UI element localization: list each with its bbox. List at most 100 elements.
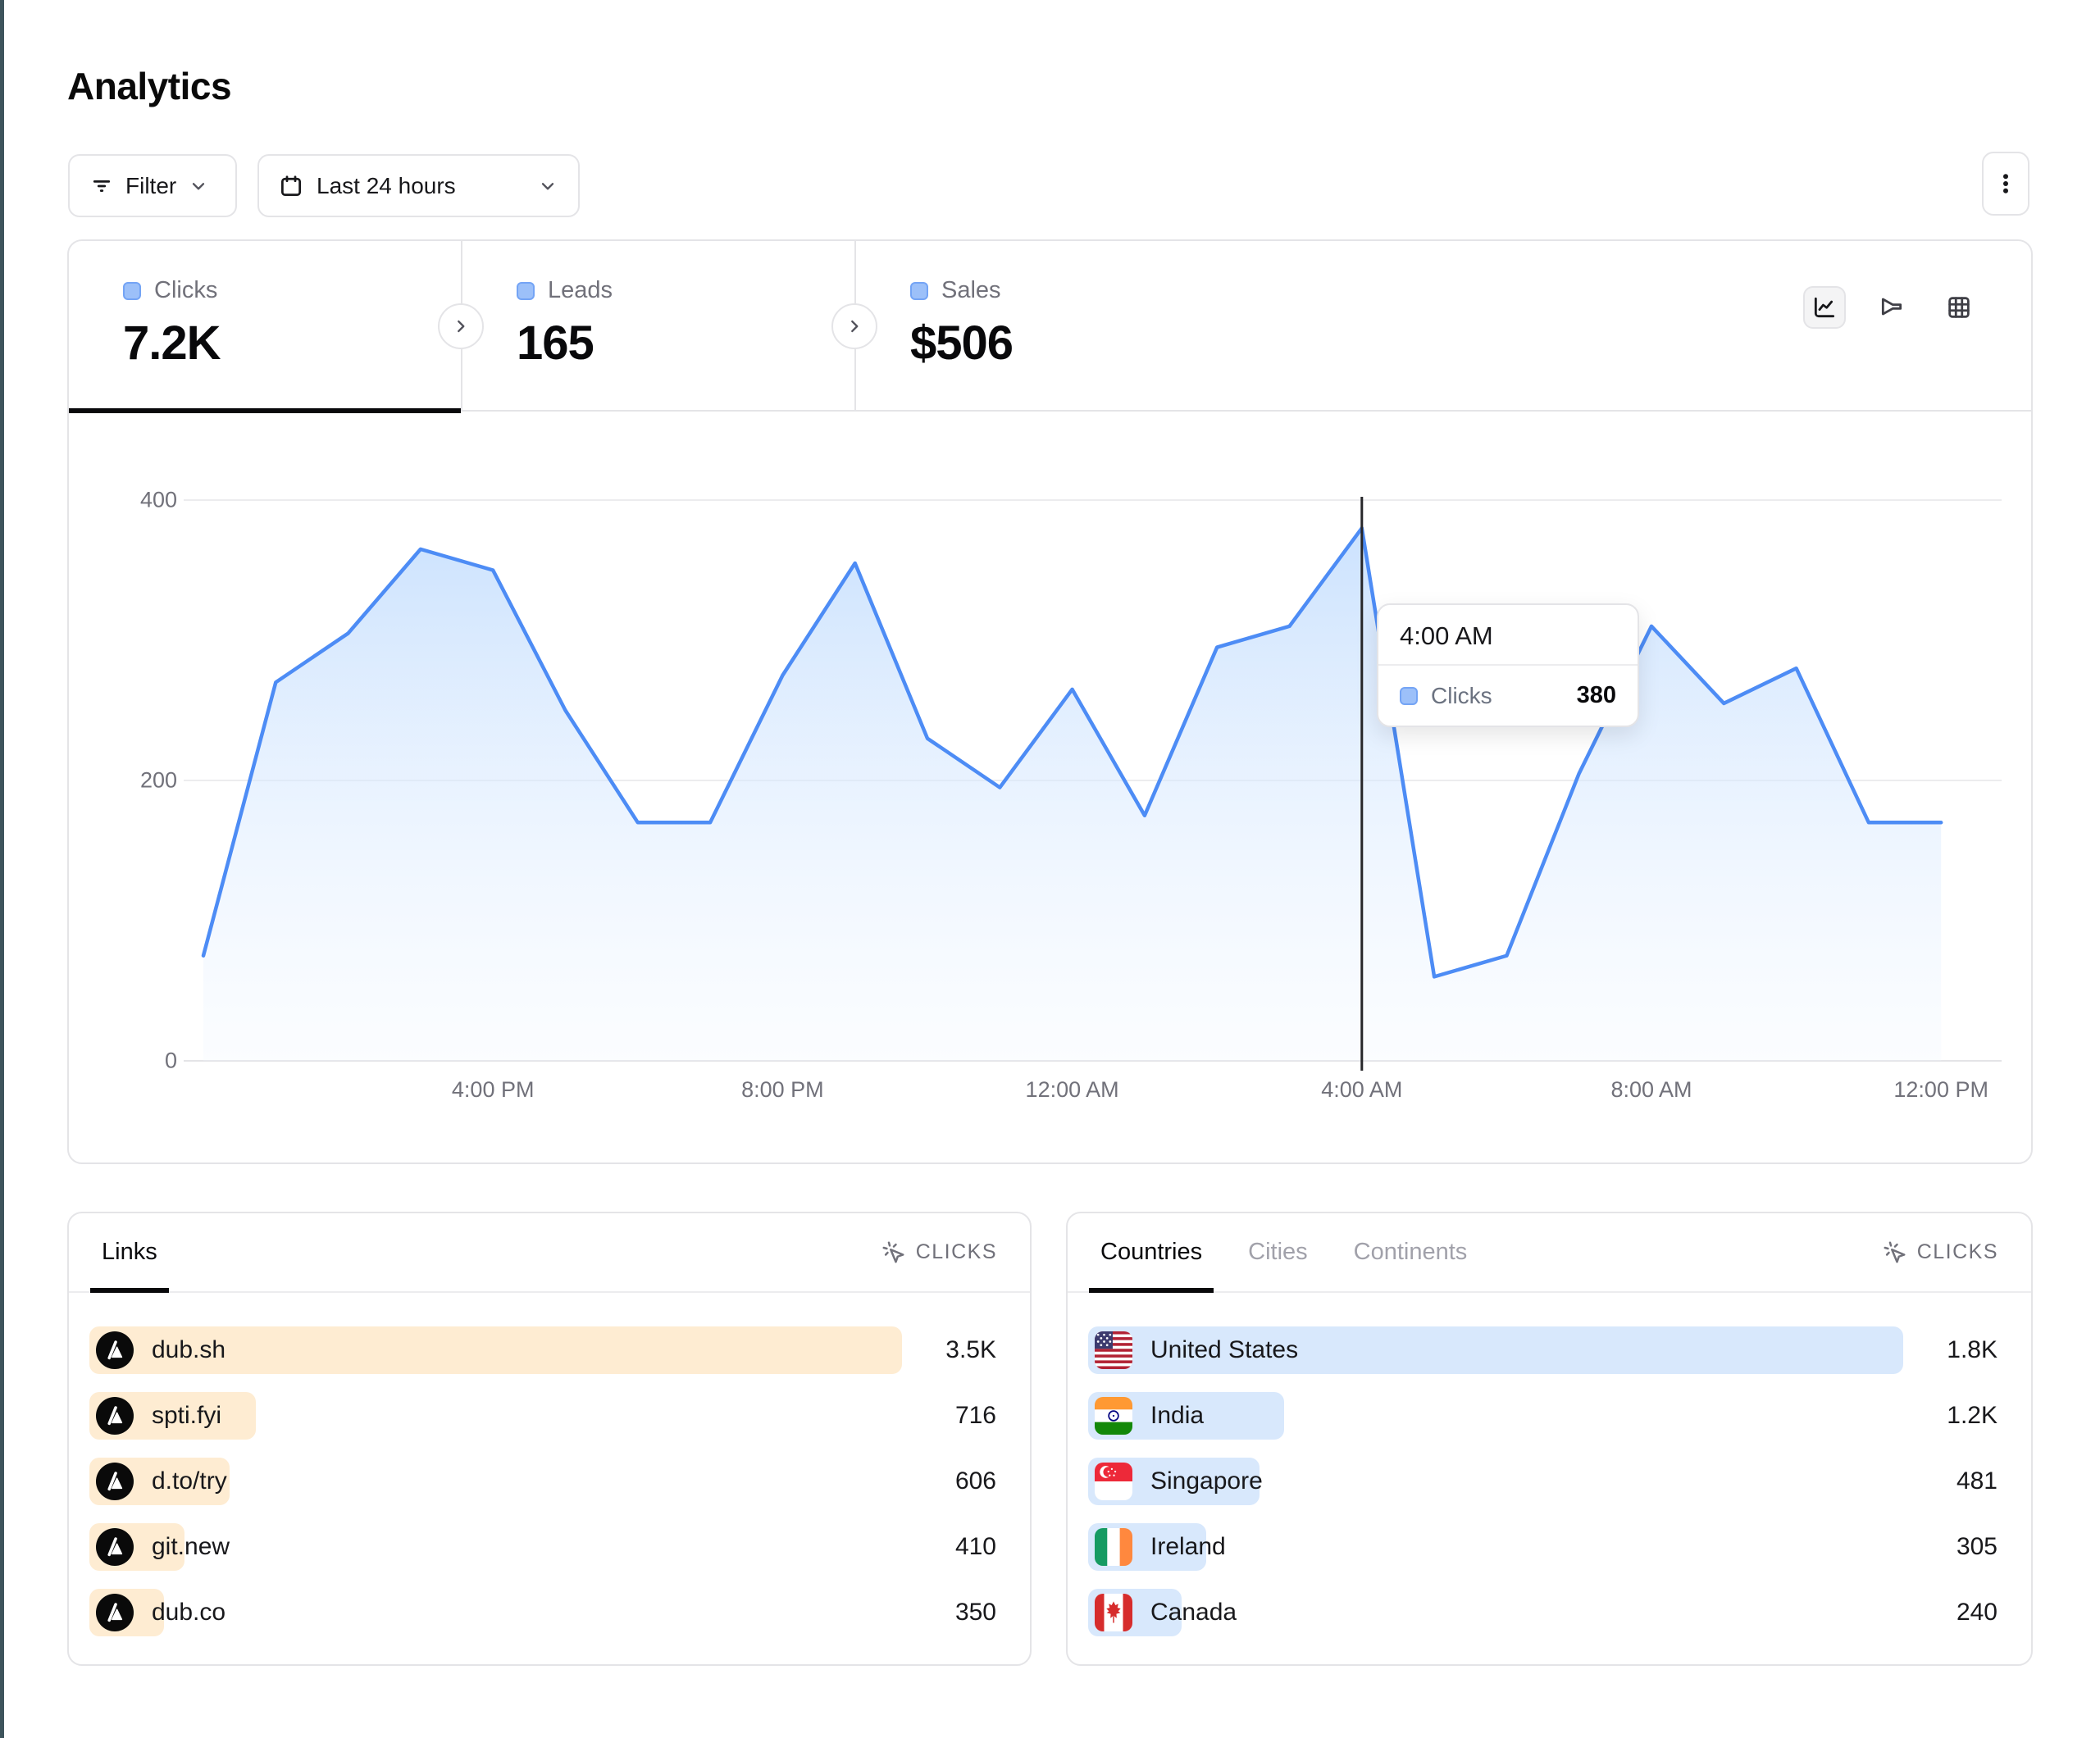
- countries-panel-header: Countries Cities Continents CLICKS: [1068, 1213, 2031, 1293]
- link-row[interactable]: spti.fyi 716: [89, 1392, 996, 1440]
- filter-button-label: Filter: [125, 172, 177, 198]
- stats-row: Clicks 7.2K Leads 165: [69, 241, 2031, 413]
- stat-value: 7.2K: [123, 316, 221, 370]
- link-value: 606: [954, 1467, 996, 1495]
- tab-links[interactable]: Links: [90, 1213, 169, 1293]
- expand-divider-button[interactable]: [438, 303, 484, 349]
- link-label: dub.sh: [152, 1336, 226, 1363]
- expand-divider-button[interactable]: [831, 303, 877, 349]
- cursor-click-icon: [881, 1240, 906, 1265]
- singapore-flag-icon: [1095, 1463, 1132, 1500]
- x-axis-tick: 12:00 AM: [1025, 1077, 1119, 1102]
- links-panel-header: Links CLICKS: [69, 1213, 1030, 1293]
- country-label: United States: [1150, 1336, 1299, 1363]
- funnel-chart-toggle[interactable]: [1870, 286, 1913, 329]
- dub-logo-icon: [96, 1397, 134, 1435]
- line-chart-toggle[interactable]: [1803, 286, 1846, 329]
- countries-metric-header[interactable]: CLICKS: [1883, 1213, 1998, 1291]
- link-row[interactable]: dub.co 350: [89, 1589, 996, 1636]
- active-tab-underline: [69, 408, 461, 413]
- filter-icon: [89, 174, 114, 198]
- country-value: 1.2K: [1947, 1402, 1998, 1429]
- chart-view-toggles: [1803, 286, 1980, 329]
- x-axis-tick: 8:00 PM: [741, 1077, 824, 1102]
- country-value: 240: [1956, 1599, 1998, 1626]
- filter-button[interactable]: Filter: [68, 154, 237, 217]
- dub-logo-icon: [96, 1463, 134, 1500]
- tab-countries[interactable]: Countries: [1089, 1213, 1214, 1293]
- link-label: spti.fyi: [152, 1402, 222, 1429]
- chevron-down-icon: [537, 175, 558, 197]
- country-row[interactable]: India 1.2K: [1088, 1392, 1998, 1440]
- links-metric-header[interactable]: CLICKS: [881, 1213, 997, 1291]
- y-axis-tick: 400: [139, 487, 177, 512]
- link-row[interactable]: git.new 410: [89, 1523, 996, 1571]
- united-states-flag-icon: [1095, 1331, 1132, 1369]
- table-grid-toggle[interactable]: [1938, 286, 1980, 329]
- tab-sales[interactable]: Sales $506: [854, 241, 1248, 412]
- country-row[interactable]: United States 1.8K: [1088, 1326, 1998, 1374]
- country-value: 481: [1956, 1467, 1998, 1495]
- tab-countries-label: Countries: [1100, 1239, 1203, 1265]
- x-axis-tick: 4:00 PM: [451, 1077, 535, 1102]
- area-fill: [203, 528, 1942, 1061]
- ireland-flag-icon: [1095, 1528, 1132, 1566]
- stat-label: Sales: [941, 277, 1001, 303]
- link-label: dub.co: [152, 1599, 226, 1626]
- link-row[interactable]: d.to/try 606: [89, 1458, 996, 1505]
- date-range-button[interactable]: Last 24 hours: [257, 154, 580, 217]
- x-axis-tick: 8:00 AM: [1610, 1077, 1692, 1102]
- tab-cities-label: Cities: [1248, 1239, 1308, 1265]
- x-axis-tick: 12:00 PM: [1893, 1077, 1988, 1102]
- kebab-menu-icon: [1993, 170, 2018, 198]
- country-value: 1.8K: [1947, 1336, 1998, 1363]
- stat-value: $506: [910, 316, 1014, 370]
- line-chart-icon: [1811, 294, 1838, 321]
- links-rows: dub.sh 3.5K spti.fyi 716 d.to/try 606 gi…: [89, 1326, 996, 1654]
- chart-gridlines: [184, 499, 2002, 1062]
- countries-rows: United States 1.8K India 1.2K Singapore …: [1088, 1326, 1998, 1654]
- leads-swatch-icon: [517, 281, 535, 300]
- country-row[interactable]: Canada 240: [1088, 1589, 1998, 1636]
- link-row[interactable]: dub.sh 3.5K: [89, 1326, 996, 1374]
- clicks-line: [201, 525, 1943, 979]
- dub-logo-icon: [96, 1528, 134, 1566]
- link-label: git.new: [152, 1533, 230, 1560]
- funnel-chart-icon: [1879, 294, 1905, 321]
- country-label: India: [1150, 1402, 1205, 1429]
- tooltip-series-swatch-icon: [1400, 686, 1418, 705]
- country-bar: [1088, 1326, 1903, 1374]
- tooltip-time: 4:00 AM: [1378, 605, 1638, 666]
- tab-continents[interactable]: Continents: [1354, 1213, 1468, 1291]
- active-tab-underline: [1089, 1288, 1214, 1293]
- link-bar: [89, 1326, 902, 1374]
- stat-label: Leads: [548, 277, 613, 303]
- stat-label: Clicks: [154, 277, 218, 303]
- tooltip-series-value: 380: [1576, 682, 1616, 708]
- dub-logo-icon: [96, 1331, 134, 1369]
- country-row[interactable]: Ireland 305: [1088, 1523, 1998, 1571]
- more-options-button[interactable]: [1982, 152, 2029, 216]
- links-metric-label: CLICKS: [915, 1240, 997, 1263]
- cursor-click-icon: [1883, 1240, 1907, 1265]
- active-tab-underline: [90, 1288, 169, 1293]
- tab-clicks[interactable]: Clicks 7.2K: [69, 241, 462, 413]
- canada-flag-icon: [1095, 1594, 1132, 1631]
- country-label: Canada: [1150, 1599, 1237, 1626]
- x-axis-tick: 4:00 AM: [1321, 1077, 1403, 1102]
- left-edge-strip: [0, 0, 4, 1738]
- country-value: 305: [1956, 1533, 1998, 1560]
- analytics-card: Clicks 7.2K Leads 165: [67, 239, 2033, 1164]
- country-label: Ireland: [1150, 1533, 1226, 1560]
- tab-leads[interactable]: Leads 165: [461, 241, 854, 412]
- countries-metric-label: CLICKS: [1916, 1240, 1998, 1263]
- country-label: Singapore: [1150, 1467, 1263, 1495]
- link-value: 716: [954, 1402, 996, 1429]
- link-value: 3.5K: [945, 1336, 996, 1363]
- page-title: Analytics: [67, 65, 232, 107]
- tab-cities[interactable]: Cities: [1248, 1213, 1308, 1291]
- y-axis-tick: 0: [164, 1048, 177, 1073]
- country-row[interactable]: Singapore 481: [1088, 1458, 1998, 1505]
- links-panel: Links CLICKS dub.sh 3.5K spti.fyi 716: [67, 1212, 1032, 1666]
